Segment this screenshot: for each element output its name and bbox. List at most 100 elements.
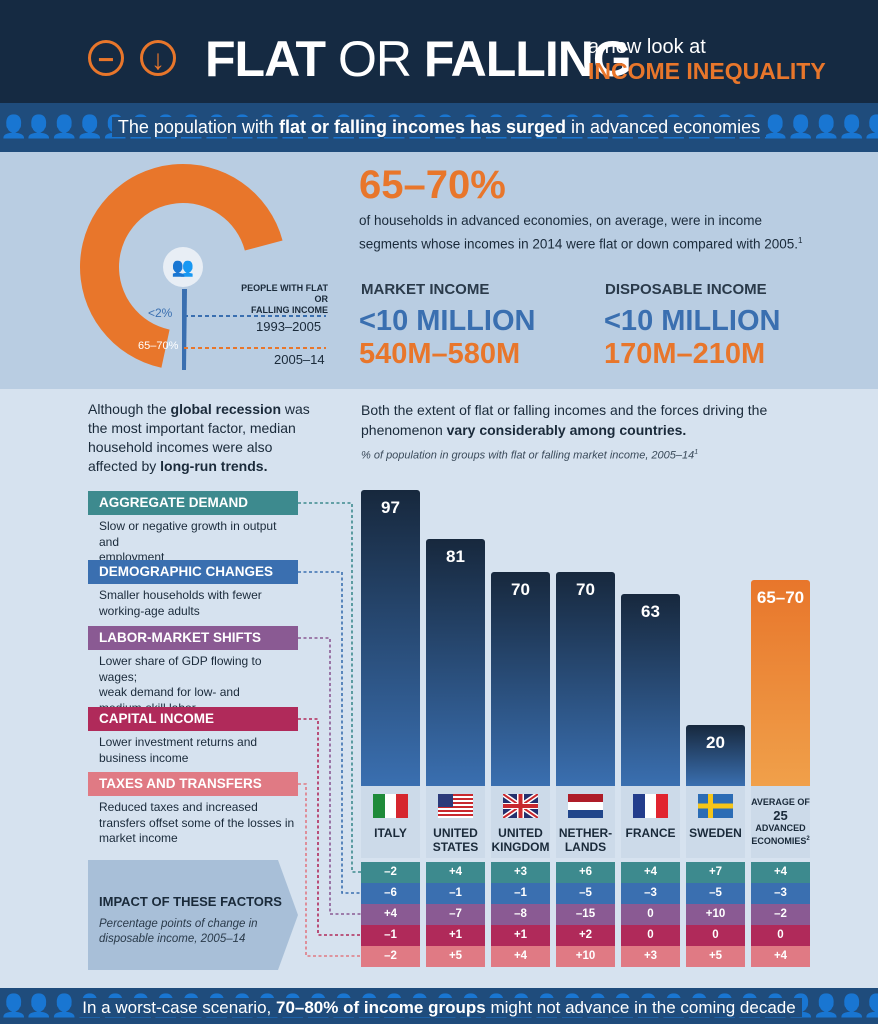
subtitle-line1: a new look at — [588, 36, 706, 58]
factor-description-line: Slow or negative growth in output and — [99, 519, 277, 549]
impact-cell: –2 — [751, 904, 810, 925]
impact-box-subtitle: Percentage points of change in disposable… — [99, 918, 258, 945]
disposable-income-2005-14: 170M–210M — [604, 338, 766, 370]
impact-cell: 0 — [621, 925, 680, 946]
period-2005-14: 2005–14 — [274, 352, 325, 367]
factor-connector-line — [298, 783, 361, 957]
page-title: FLAT OR FALLING — [205, 31, 632, 87]
impact-cell: +4 — [426, 862, 485, 883]
factor-description-line: market income — [99, 831, 178, 845]
impact-cell: –3 — [751, 883, 810, 904]
impact-cell: +4 — [491, 946, 550, 967]
us-flag-icon — [438, 794, 473, 818]
bar — [751, 580, 810, 786]
factor-description-line: Lower share of GDP flowing to wages; — [99, 654, 262, 684]
headline-text: of households in advanced economies, on … — [359, 213, 803, 252]
factor-description: Slow or negative growth in output and emp… — [99, 519, 299, 566]
factor-connector-line — [298, 637, 361, 915]
impact-cell: +10 — [556, 946, 615, 967]
factor-connector-line — [298, 571, 361, 894]
factor-description-line: Smaller households with fewer — [99, 588, 262, 602]
bar-value-label: 70 — [576, 580, 595, 600]
impact-cell: –5 — [556, 883, 615, 904]
country-name-line: SWEDEN — [689, 826, 742, 840]
bottom-banner-text: In a worst-case scenario, 70–80% of inco… — [0, 998, 878, 1018]
country-cell — [751, 786, 810, 858]
uk-flag-icon — [501, 791, 540, 821]
impact-cell: +3 — [491, 862, 550, 883]
country-name: ITALY — [358, 826, 423, 840]
impact-cell: –5 — [686, 883, 745, 904]
top-banner: 👤👤👤👤👤👤👤👤👤👤👤👤👤👤👤👤👤👤👤👤👤👤👤👤👤👤👤👤👤👤👤👤👤👤👤👤👤👤👤👤… — [0, 103, 878, 152]
market-income-2005-14: 540M–580M — [359, 338, 521, 370]
country-name: NETHER- LANDS — [553, 826, 618, 854]
bar — [686, 724, 745, 786]
factor-title: AGGREGATE DEMAND — [88, 491, 298, 515]
impact-cell: +4 — [751, 862, 810, 883]
factor-description: Smaller households with fewer working-age… — [99, 588, 299, 619]
headline-percent: 65–70% — [359, 163, 506, 207]
bar-value-label: 70 — [511, 580, 530, 600]
impact-cell: –1 — [491, 883, 550, 904]
donut-small-pct: <2% — [148, 306, 173, 320]
country-name-line: UNITED — [498, 826, 543, 840]
country-name-line: 25 — [773, 808, 788, 823]
chart-caption: % of population in groups with flat or f… — [361, 449, 695, 462]
country-name-line: ITALY — [374, 826, 407, 840]
impact-cell: –7 — [426, 904, 485, 925]
bar-value-label: 63 — [641, 601, 660, 621]
factor-description-line: working-age adults — [99, 603, 200, 618]
factor-title: TAXES AND TRANSFERS — [88, 772, 298, 796]
impact-cell: +5 — [426, 946, 485, 967]
impact-cell: –2 — [361, 862, 420, 883]
bar-value-label: 20 — [706, 732, 725, 752]
impact-cell: +1 — [426, 925, 485, 946]
donut-big-pct: 65–70% — [138, 340, 179, 352]
impact-cell: –3 — [621, 883, 680, 904]
country-name-line: AVERAGE OF — [751, 797, 810, 807]
country-name: UNITED STATES — [423, 826, 488, 854]
bar — [426, 538, 485, 786]
country-name: FRANCE — [618, 826, 683, 840]
impact-cell: –1 — [426, 883, 485, 904]
sweden-flag-icon — [698, 794, 733, 818]
bar — [556, 572, 615, 786]
factor-title: CAPITAL INCOME — [88, 707, 298, 731]
factor-description-line: weak demand for low- and — [99, 685, 240, 699]
bar-value-label: 97 — [381, 498, 400, 517]
impact-cell: +3 — [621, 946, 680, 967]
netherlands-flag-icon — [568, 794, 603, 818]
impact-cell: +4 — [621, 862, 680, 883]
country-name-line: LANDS — [564, 840, 607, 854]
impact-cell: 0 — [621, 904, 680, 925]
country-name-line: STATES — [432, 840, 479, 854]
donut-label: PEOPLE WITH FLAT OR FALLING INCOME — [241, 283, 328, 315]
impact-cell: +1 — [491, 925, 550, 946]
factor-connector-line — [298, 718, 361, 936]
bar-value-label: 81 — [446, 546, 465, 566]
bottom-banner: 👤👤👤👤👤👤👤👤👤👤👤👤👤👤👤👤👤👤👤👤👤👤👤👤👤👤👤👤👤👤👤👤👤👤👤👤👤👤👤👤… — [0, 988, 878, 1024]
footnote-mark: 2 — [806, 836, 810, 842]
impact-cell: +2 — [556, 925, 615, 946]
down-arrow-circle-icon: ↓ — [140, 40, 176, 76]
impact-cell: 0 — [751, 925, 810, 946]
country-name: UNITED KINGDOM — [488, 826, 553, 854]
impact-cell: +6 — [556, 862, 615, 883]
country-name: SWEDEN — [683, 826, 748, 840]
subtitle-line2: INCOME INEQUALITY — [588, 58, 826, 84]
bar — [491, 572, 550, 786]
impact-cell: –2 — [361, 946, 420, 967]
donut-chart: 👥 — [80, 164, 326, 370]
market-income-1993-2005: <10 MILLION — [359, 305, 536, 337]
intro-text: Although the global recession was the mo… — [88, 401, 310, 474]
factor-connector-line — [298, 502, 361, 873]
disposable-income-1993-2005: <10 MILLION — [604, 305, 781, 337]
country-name: AVERAGE OF 25 ADVANCED ECONOMIES2 — [751, 797, 810, 847]
donut-arc-1993-2005 — [182, 289, 187, 370]
country-name-line: NETHER- — [558, 826, 613, 840]
chart-intro-text: Both the extent of flat or falling incom… — [361, 402, 768, 462]
donut-arc-2005-14 — [80, 164, 283, 368]
period-1993-2005: 1993–2005 — [256, 319, 322, 334]
factor-description: Reduced taxes and increased transfers off… — [99, 800, 299, 847]
factor-description-line: transfers offset some of the losses in — [99, 815, 295, 830]
